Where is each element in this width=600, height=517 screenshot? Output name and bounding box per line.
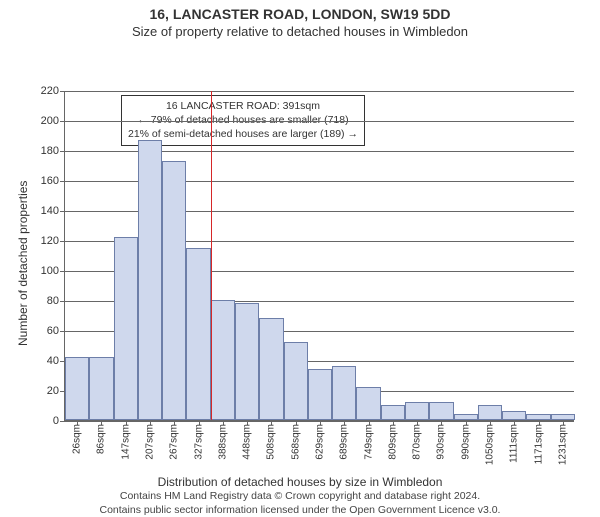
ytick-label: 20 [47,385,59,397]
chart-titles: 16, LANCASTER ROAD, LONDON, SW19 5DD Siz… [0,6,600,39]
ytick-label: 160 [41,175,59,187]
ytick-mark [60,151,65,152]
ytick-label: 200 [41,115,59,127]
xtick-label: 327sqm [193,424,204,460]
ytick-label: 140 [41,205,59,217]
title-sub: Size of property relative to detached ho… [0,24,600,39]
gridline [65,91,574,92]
ytick-mark [60,211,65,212]
ytick-mark [60,91,65,92]
plot-area: 16 LANCASTER ROAD: 391sqm ← 79% of detac… [64,91,574,421]
xtick-label: 388sqm [217,424,228,460]
footer: Contains HM Land Registry data © Crown c… [0,489,600,517]
xtick-label: 1171sqm [533,424,544,464]
histogram-bar [381,405,405,420]
xtick-label: 930sqm [436,424,447,460]
ytick-mark [60,301,65,302]
xtick-label: 689sqm [339,424,350,460]
histogram-bar [308,369,332,420]
xtick-label: 568sqm [290,424,301,460]
histogram-bar [478,405,502,420]
xtick-label: 26sqm [72,424,83,454]
xtick-label: 809sqm [387,424,398,460]
xtick-label: 86sqm [96,424,107,454]
histogram-bar [162,161,186,421]
ytick-label: 180 [41,145,59,157]
ytick-label: 80 [47,295,59,307]
xtick-label: 207sqm [145,424,156,460]
histogram-bar [186,248,210,421]
xtick-label: 990sqm [460,424,471,460]
xtick-label: 508sqm [266,424,277,460]
ytick-mark [60,331,65,332]
ytick-label: 100 [41,265,59,277]
ytick-label: 0 [53,415,59,427]
x-axis-title: Distribution of detached houses by size … [0,475,600,489]
xtick-label: 147sqm [120,424,131,460]
ytick-label: 120 [41,235,59,247]
annotation-line: 16 LANCASTER ROAD: 391sqm [128,99,358,113]
xtick-label: 448sqm [242,424,253,460]
histogram-bar [211,300,235,420]
xtick-label: 1050sqm [485,424,496,465]
ytick-mark [60,181,65,182]
histogram-bar [235,303,259,420]
histogram-bar [405,402,429,420]
histogram-bar [114,237,138,420]
y-axis-title: Number of detached properties [16,181,30,346]
xtick-label: 267sqm [169,424,180,460]
xtick-label: 1231sqm [557,424,568,465]
ytick-label: 40 [47,355,59,367]
ytick-mark [60,271,65,272]
ytick-mark [60,121,65,122]
ytick-label: 60 [47,325,59,337]
annotation-line: 21% of semi-detached houses are larger (… [128,127,358,141]
xtick-label: 749sqm [363,424,374,460]
ytick-mark [60,241,65,242]
histogram-bar [284,342,308,420]
footer-line: Contains HM Land Registry data © Crown c… [0,489,600,503]
histogram-bar [259,318,283,420]
xtick-label: 870sqm [412,424,423,460]
gridline [65,121,574,122]
ytick-label: 220 [41,85,59,97]
histogram-bar [65,357,89,420]
histogram-bar [502,411,526,420]
histogram-bar [138,140,162,421]
reference-line [211,91,212,420]
histogram-bar [89,357,113,420]
histogram-bar [332,366,356,420]
histogram-bar [356,387,380,420]
xtick-label: 629sqm [315,424,326,460]
chart-area: Number of detached properties 16 LANCAST… [0,43,600,473]
ytick-mark [60,421,65,422]
title-main: 16, LANCASTER ROAD, LONDON, SW19 5DD [0,6,600,22]
footer-line: Contains public sector information licen… [0,503,600,517]
xtick-label: 1111sqm [509,424,520,463]
histogram-bar [429,402,453,420]
